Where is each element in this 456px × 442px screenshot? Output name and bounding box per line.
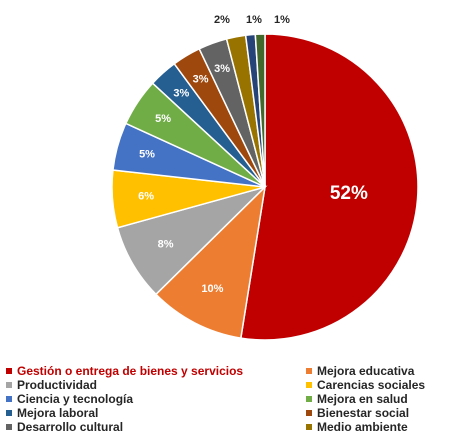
legend-label: Mejora en salud: [317, 392, 408, 406]
pie-slice-label-8: 3%: [193, 73, 209, 85]
pie-slice-12: [254, 33, 266, 188]
legend-item: Ciencia y tecnología: [6, 391, 133, 407]
pie-slice-label-2: 10%: [201, 283, 223, 295]
legend-label: Mejora laboral: [17, 406, 99, 420]
pie-slice-label-11: 1%: [246, 14, 262, 26]
pie-slice-label-4: 6%: [138, 190, 154, 202]
pie-slice-1: [239, 33, 419, 341]
pie-slice-label-12: 1%: [274, 14, 290, 26]
legend-item: Medio ambiente: [306, 419, 408, 435]
legend-label: Medio ambiente: [317, 420, 408, 434]
legend-swatch: [6, 368, 12, 374]
pie-slice-label-1: 52%: [330, 183, 368, 204]
pie-labels: 52% 10% 8% 6% 5% 5% 3% 3% 3% 2% 1% 1%: [138, 14, 368, 295]
pie-slice-label-6: 5%: [155, 113, 171, 125]
pie-chart-svg: 52% 10% 8% 6% 5% 5% 3% 3% 3% 2% 1% 1%: [111, 14, 419, 341]
legend-label: Mejora educativa: [317, 364, 415, 378]
pie-slice-label-10: 2%: [214, 14, 230, 26]
legend-swatch: [306, 424, 312, 430]
legend-item: Mejora laboral: [6, 405, 98, 421]
legend-swatch: [306, 368, 312, 374]
pie-slice-label-5: 5%: [139, 148, 155, 160]
legend-label: Gestión o entrega de bienes y servicios: [17, 364, 244, 378]
chart-legend: Gestión o entrega de bienes y servicios M…: [0, 360, 456, 440]
legend-swatch: [6, 396, 12, 402]
legend-swatch: [6, 410, 12, 416]
pie-slices: [111, 33, 419, 341]
legend-item: Desarrollo cultural: [6, 419, 123, 435]
legend-swatch: [306, 396, 312, 402]
pie-slice-label-3: 8%: [158, 238, 174, 250]
legend-label: Desarrollo cultural: [17, 420, 124, 434]
legend-item: Bienestar social: [306, 405, 409, 421]
legend-swatch: [6, 382, 12, 388]
legend-swatch: [6, 424, 12, 430]
pie-slice-label-7: 3%: [173, 88, 189, 100]
legend-item: Gestión o entrega de bienes y servicios: [6, 363, 243, 379]
legend-label: Carencias sociales: [317, 378, 426, 392]
pie-slice-label-9: 3%: [214, 63, 230, 75]
legend-item: Carencias sociales: [306, 377, 425, 393]
pie-slice-2: [154, 184, 267, 339]
legend-swatch: [306, 382, 312, 388]
legend-label: Bienestar social: [317, 406, 410, 420]
legend-item: Mejora en salud: [306, 391, 408, 407]
legend-item: Productividad: [6, 377, 97, 393]
legend-label: Ciencia y tecnología: [17, 392, 134, 406]
legend-label: Productividad: [17, 378, 98, 392]
legend-item: Mejora educativa: [306, 363, 414, 379]
legend-swatch: [306, 410, 312, 416]
